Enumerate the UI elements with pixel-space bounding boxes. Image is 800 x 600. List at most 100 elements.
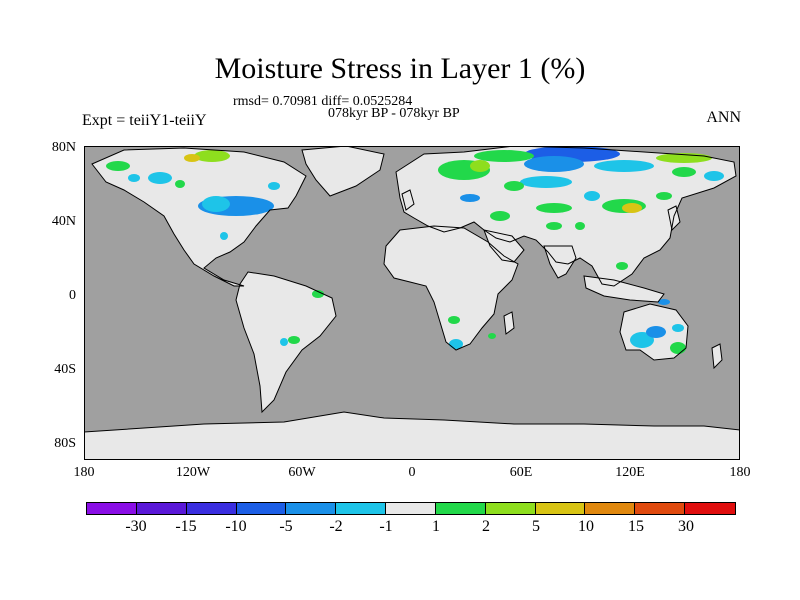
anomaly-patch [312,290,324,298]
anomaly-patch [704,171,724,181]
colorbar-segment [87,503,137,514]
colorbar [86,502,736,515]
lon-label-60e: 60E [509,465,533,480]
colorbar-segment [535,503,586,514]
colorbar-segment [336,503,387,514]
anomaly-patch [184,154,200,162]
colorbar-label: 1 [432,518,440,535]
lat-label-40s: 40S [54,362,76,377]
coastline [84,411,740,460]
anomaly-patch [594,160,654,172]
lat-label-80n: 80N [51,140,76,155]
landmass-eurasia [396,146,736,286]
colorbar-segment [286,503,337,514]
coastline [711,343,723,370]
colorbar-label: 2 [482,518,490,535]
anomaly-patch [448,316,460,324]
colorbar-segment [386,503,436,514]
lat-label-0: 0 [69,288,76,303]
period-text: 078kyr BP - 078kyr BP [328,106,460,121]
anomaly-patch [490,211,510,221]
anomaly-patch [288,336,300,344]
colorbar-label: 15 [628,518,644,535]
anomaly-patch [474,150,534,162]
coastline [503,311,515,335]
anomaly-patch [106,161,130,171]
coastline [383,225,519,351]
stats-text: rmsd= 0.70981 diff= 0.0525284 [233,94,413,109]
anomaly-patch [658,299,670,305]
anomaly-patch [524,156,584,172]
anomaly-patches [106,146,724,354]
landmass-north-america [92,148,306,286]
colorbar-label: -5 [279,518,293,535]
anomaly-patch [646,326,666,338]
colorbar-label: -15 [175,518,197,535]
coastline [543,245,577,279]
colorbar-segment [236,503,287,514]
lon-label-180w: 180 [73,465,95,480]
colorbar-label: -2 [329,518,343,535]
anomaly-patch [148,172,172,184]
coastline [401,189,415,211]
anomaly-patch [672,324,684,332]
lon-label-180e: 180 [729,465,751,480]
lon-label-60w: 60W [288,465,316,480]
coastline [91,147,307,287]
anomaly-patch [449,339,463,349]
map-frame [84,146,740,460]
landmass-africa [384,226,518,350]
colorbar-segment [485,503,536,514]
colorbar-segment [635,503,686,514]
plot-title: Moisture Stress in Layer 1 (%) [214,52,586,85]
anomaly-patch [672,167,696,177]
anomaly-patch [220,232,228,240]
anomaly-patch [194,150,230,162]
coastline [583,275,665,303]
anomaly-patch [470,160,490,172]
anomaly-patch [584,191,600,201]
lat-label-80s: 80S [54,436,76,451]
coastline [235,271,337,414]
anomaly-patch [268,182,280,190]
anomaly-patch [546,222,562,230]
colorbar-label: -10 [225,518,247,535]
anomaly-patch [622,203,642,213]
colorbar-segment [186,503,237,514]
anomaly-patch [175,180,185,188]
anomaly-patch [488,333,496,339]
coastline [667,205,681,232]
anomaly-patch [128,174,140,182]
coastline [483,229,525,263]
colorbar-label: -1 [379,518,393,535]
anomaly-patch [536,203,572,213]
anomaly-patch [575,222,585,230]
colorbar-label: 30 [678,518,694,535]
colorbar-label: 10 [578,518,594,535]
colorbar-segment [136,503,187,514]
colorbar-label: 5 [532,518,540,535]
coastline [301,146,385,197]
colorbar-label: -30 [125,518,147,535]
coastline [619,303,689,361]
coastlines [84,146,740,460]
landmass-arabia [484,230,524,262]
anomaly-patch [280,338,288,346]
anomaly-patch [656,192,672,200]
lon-label-0: 0 [408,465,416,480]
landmass-madagascar [504,312,514,334]
experiment-label: Expt = teiiY1-teiiY [82,112,207,129]
lat-label-40n: 40N [51,214,76,229]
land-masses [84,146,740,460]
colorbar-segment [435,503,486,514]
landmass-greenland [302,146,384,196]
colorbar-segment [585,503,636,514]
anomaly-patch [520,176,572,188]
lon-label-120e: 120E [615,465,645,480]
anomaly-patch [504,181,524,191]
anomaly-patch [630,332,654,348]
season-label: ANN [706,109,741,126]
anomaly-patch [670,342,686,354]
colorbar-segment [685,503,735,514]
world-map [84,146,740,460]
